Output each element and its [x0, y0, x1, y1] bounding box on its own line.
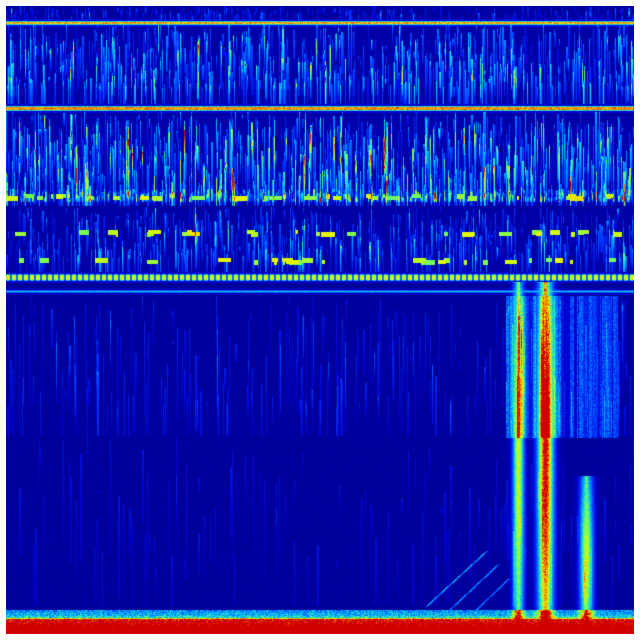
spectrogram-plot-area[interactable]	[6, 6, 634, 634]
spectrogram-canvas[interactable]	[6, 6, 634, 634]
